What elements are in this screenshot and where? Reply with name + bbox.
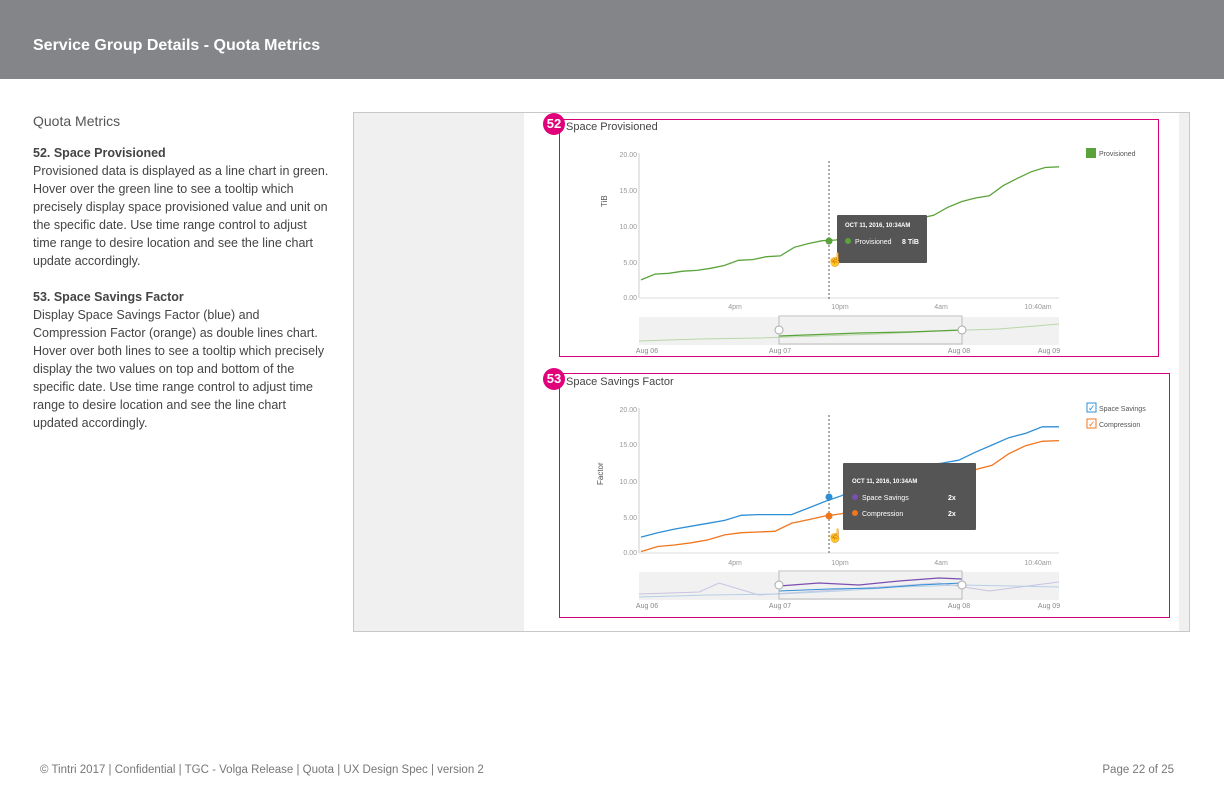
tooltip-box [843, 463, 976, 530]
x-tick: 4am [934, 560, 948, 567]
y-tick: 15.00 [619, 188, 637, 195]
annotation-53-badge: 53 [543, 368, 565, 390]
nav-tick: Aug 09 [1038, 348, 1060, 355]
description-column: Quota Metrics 52. Space Provisioned Prov… [33, 112, 333, 450]
chart1-title: Space Provisioned [566, 121, 658, 133]
y-tick: 20.00 [619, 152, 637, 159]
time-range-navigator[interactable] [639, 317, 1059, 345]
tooltip-value: 8 TiB [902, 239, 919, 246]
y-axis-label: Factor [596, 462, 605, 485]
y-tick: 0.00 [623, 550, 637, 557]
tooltip-box [837, 215, 927, 263]
nav-tick: Aug 06 [636, 348, 658, 355]
y-tick: 5.00 [623, 515, 637, 522]
tooltip-label-space-savings: Space Savings [862, 495, 909, 502]
x-tick: 10pm [831, 560, 849, 567]
range-handle-left[interactable] [774, 325, 784, 335]
y-tick: 10.00 [619, 479, 637, 486]
legend-provisioned-swatch[interactable] [1086, 148, 1096, 158]
nav-tick: Aug 07 [769, 348, 791, 355]
section-title: Quota Metrics [33, 113, 121, 129]
navigator-selected-line-b [778, 582, 963, 592]
navigator-line [638, 323, 1060, 342]
legend-space-savings-label: Space Savings [1099, 406, 1146, 413]
x-tick: 10:40am [1024, 304, 1051, 311]
hand-cursor-icon: ☝ [827, 527, 843, 544]
space-provisioned-chart: TiB 20.00 15.00 10.00 5.00 0.00 4pm 10pm… [600, 148, 1136, 355]
y-tick: 0.00 [623, 295, 637, 302]
tooltip-value-compression: 2x [948, 511, 956, 518]
item-52-body: Provisioned data is displayed as a line … [33, 164, 329, 268]
range-handle-left[interactable] [774, 580, 784, 590]
item-52: 52. Space Provisioned Provisioned data i… [33, 144, 333, 270]
nav-tick: Aug 08 [948, 348, 970, 355]
tooltip-value-space-savings: 2x [948, 495, 956, 502]
legend-space-savings-checkbox[interactable] [1086, 402, 1097, 413]
tooltip-date: OCT 11, 2016, 10:34AM [845, 223, 910, 229]
chart2-title: Space Savings Factor [566, 376, 674, 388]
item-52-heading: 52. Space Provisioned [33, 146, 166, 160]
check-icon: ✓ [1088, 403, 1096, 413]
y-tick: 5.00 [623, 260, 637, 267]
space-savings-panel [559, 373, 1170, 618]
y-tick: 15.00 [619, 442, 637, 449]
check-icon: ✓ [1088, 419, 1096, 429]
y-tick: 20.00 [619, 407, 637, 414]
y-tick: 10.00 [619, 224, 637, 231]
tooltip-marker-compression [852, 510, 858, 516]
navigator-selected-line [778, 329, 963, 337]
tooltip-marker [845, 238, 851, 244]
left-gutter [354, 113, 524, 631]
space-savings-chart: Factor 20.00 15.00 10.00 5.00 0.00 4pm 1… [596, 402, 1146, 610]
nav-tick: Aug 09 [1038, 603, 1060, 610]
hand-cursor-icon: ☝ [827, 251, 843, 268]
tooltip-label: Provisioned [855, 239, 892, 246]
item-53: 53. Space Savings Factor Display Space S… [33, 288, 333, 432]
navigator-line-a [638, 581, 1060, 596]
x-tick: 10:40am [1024, 560, 1051, 567]
navigator-selected-line [778, 577, 963, 587]
tooltip-label-compression: Compression [862, 511, 903, 518]
item-53-heading: 53. Space Savings Factor [33, 290, 184, 304]
y-axis-label: TiB [600, 195, 609, 207]
legend-compression-label: Compression [1099, 422, 1140, 429]
x-tick: 4pm [728, 560, 742, 567]
provisioned-hover-point[interactable] [825, 237, 833, 245]
footer-text: © Tintri 2017 | Confidential | TGC - Vol… [40, 764, 484, 776]
nav-tick: Aug 07 [769, 603, 791, 610]
page-number: Page 22 of 25 [1102, 764, 1174, 776]
space-savings-hover-point[interactable] [825, 493, 833, 501]
x-tick: 4pm [728, 304, 742, 311]
range-handle-right[interactable] [957, 325, 967, 335]
right-gutter [1179, 113, 1189, 631]
nav-tick: Aug 06 [636, 603, 658, 610]
legend-compression-checkbox[interactable] [1086, 418, 1097, 429]
header-bar: Service Group Details - Quota Metrics [0, 0, 1224, 79]
page-title: Service Group Details - Quota Metrics [33, 37, 321, 54]
tooltip-marker-space-savings [852, 494, 858, 500]
x-tick: 10pm [831, 304, 849, 311]
nav-tick: Aug 08 [948, 603, 970, 610]
annotation-52-badge: 52 [543, 113, 565, 135]
range-handle-right[interactable] [957, 580, 967, 590]
item-53-body: Display Space Savings Factor (blue) and … [33, 308, 325, 430]
space-provisioned-panel [559, 119, 1159, 357]
compression-hover-point[interactable] [825, 512, 833, 520]
screenshot-frame [353, 112, 1190, 632]
legend-provisioned-label: Provisioned [1099, 151, 1136, 158]
tooltip-date: OCT 11, 2016, 10:34AM [852, 479, 917, 485]
x-tick: 4am [934, 304, 948, 311]
